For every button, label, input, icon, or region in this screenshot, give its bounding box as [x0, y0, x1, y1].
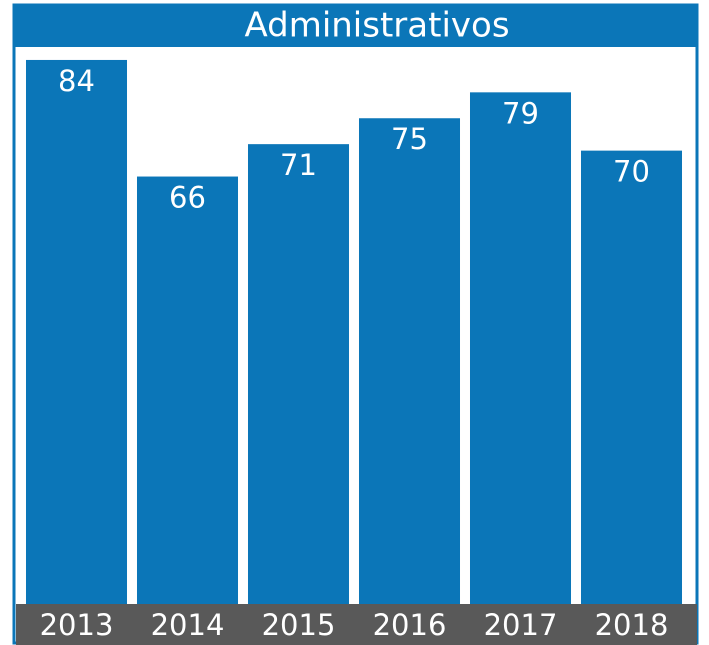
- value-label: 79: [502, 96, 539, 130]
- title-bar: [13, 5, 698, 47]
- value-label: 66: [169, 181, 206, 215]
- bar: [25, 59, 128, 604]
- bar: [358, 118, 461, 604]
- x-tick-label: 2014: [151, 608, 225, 642]
- category-bar: [16, 604, 697, 645]
- x-tick-label: 2016: [373, 608, 447, 642]
- bar: [136, 176, 239, 604]
- value-label: 71: [280, 148, 317, 182]
- chart-title: Administrativos: [244, 6, 509, 46]
- value-label: 75: [391, 122, 428, 156]
- x-tick-label: 2018: [595, 608, 669, 642]
- bar: [247, 144, 350, 604]
- x-tick-label: 2015: [262, 608, 336, 642]
- value-label: 70: [613, 155, 650, 189]
- bar: [469, 92, 572, 604]
- bar: [580, 150, 683, 604]
- x-tick-label: 2013: [40, 608, 114, 642]
- x-tick-label: 2017: [484, 608, 558, 642]
- value-label: 84: [58, 64, 95, 98]
